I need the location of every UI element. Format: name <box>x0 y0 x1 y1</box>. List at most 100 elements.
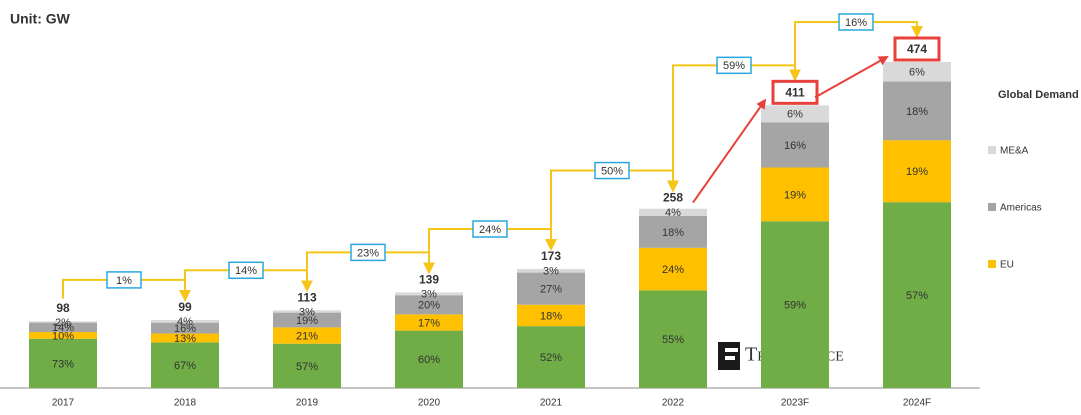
legend-title: Global Demand <box>998 89 1079 101</box>
bar-segment <box>883 202 951 388</box>
segment-label: 14% <box>52 322 74 334</box>
total-label: 474 <box>907 42 927 56</box>
growth-label: 1% <box>116 275 132 287</box>
segment-label: 3% <box>421 289 437 301</box>
legend-label: ME&A <box>1000 146 1029 157</box>
segment-label: 27% <box>540 284 562 296</box>
segment-label: 16% <box>174 323 196 335</box>
growth-box <box>716 56 752 75</box>
segment-label: 24% <box>662 264 684 276</box>
bar-segment <box>761 167 829 222</box>
total-label: 139 <box>419 273 439 287</box>
legend-label: Americas <box>1000 203 1042 214</box>
segment-label: 6% <box>787 109 803 121</box>
segment-label: 60% <box>418 354 440 366</box>
bar-segment <box>395 292 463 296</box>
segment-label: 52% <box>540 352 562 364</box>
bar-segment <box>151 342 219 388</box>
segment-label: 19% <box>906 166 928 178</box>
bar-segment <box>883 62 951 82</box>
growth-box <box>228 261 264 280</box>
bar-segment <box>151 333 219 343</box>
bar-segment <box>761 105 829 123</box>
x-tick-label: 2022 <box>662 398 685 409</box>
legend-label: EU <box>1000 260 1014 271</box>
bar-segment <box>883 140 951 203</box>
segment-label: 2% <box>55 317 71 329</box>
total-label: 258 <box>663 191 683 205</box>
bar-segment <box>517 272 585 305</box>
segment-label: 57% <box>296 361 318 373</box>
bar-segment <box>517 269 585 273</box>
growth-label: 14% <box>235 265 257 277</box>
bar-segment <box>29 338 97 388</box>
segment-label: 4% <box>665 207 681 219</box>
bar-segment <box>761 122 829 168</box>
bar-segment <box>273 310 341 313</box>
bar-segment <box>273 343 341 388</box>
highlight-box <box>771 79 819 105</box>
total-label: 173 <box>541 249 561 263</box>
bar-segment <box>639 208 707 216</box>
segment-label: 21% <box>296 330 318 342</box>
x-tick-label: 2021 <box>540 398 563 409</box>
segment-label: 13% <box>174 333 196 345</box>
segment-label: 55% <box>662 334 684 346</box>
segment-label: 3% <box>299 306 315 318</box>
bar-segment <box>29 321 97 323</box>
growth-box <box>594 161 630 180</box>
growth-box <box>350 243 386 262</box>
highlight-box <box>893 36 941 62</box>
growth-label: 23% <box>357 247 379 259</box>
bar-segment <box>639 215 707 248</box>
x-tick-label: 2018 <box>174 398 197 409</box>
bar-segment <box>29 322 97 333</box>
segment-label: 4% <box>177 316 193 328</box>
bar-segment <box>395 330 463 388</box>
x-tick-label: 2019 <box>296 398 319 409</box>
growth-box <box>472 220 508 238</box>
x-tick-label: 2017 <box>52 398 75 409</box>
unit-label: Unit: GW <box>10 11 71 27</box>
total-label: 99 <box>178 300 192 314</box>
segment-label: 16% <box>784 140 806 152</box>
bar-segment <box>517 304 585 327</box>
growth-label: 50% <box>601 165 623 177</box>
bar-segment <box>395 295 463 315</box>
segment-label: 18% <box>540 310 562 322</box>
bar-segment <box>151 322 219 334</box>
bar-segment <box>883 81 951 141</box>
bar-segment <box>639 247 707 291</box>
segment-label: 59% <box>784 300 806 312</box>
growth-label: 16% <box>845 17 867 29</box>
total-label: 411 <box>785 86 805 100</box>
legend-swatch <box>988 260 996 268</box>
total-label: 98 <box>56 301 70 315</box>
bar-segment <box>273 327 341 344</box>
highlight-arrow <box>692 98 767 204</box>
bar-segment <box>395 314 463 331</box>
bar-segment <box>29 332 97 339</box>
bar-segment <box>517 326 585 388</box>
segment-label: 6% <box>909 67 925 79</box>
segment-label: 20% <box>418 300 440 312</box>
segment-label: 18% <box>906 106 928 118</box>
segment-label: 57% <box>906 290 928 302</box>
growth-label: 59% <box>723 60 745 72</box>
segment-label: 19% <box>296 315 318 327</box>
growth-box <box>838 13 874 31</box>
segment-label: 19% <box>784 189 806 201</box>
segment-label: 3% <box>543 266 559 278</box>
segment-label: 17% <box>418 317 440 329</box>
bar-segment <box>273 312 341 328</box>
x-tick-label: 2020 <box>418 398 441 409</box>
total-label: 113 <box>297 290 317 304</box>
segment-label: 10% <box>52 330 74 342</box>
segment-label: 67% <box>174 360 196 372</box>
logo <box>718 342 740 370</box>
segment-label: 18% <box>662 227 684 239</box>
bar-segment <box>151 319 219 323</box>
x-tick-label: 2024F <box>903 398 931 409</box>
growth-label: 24% <box>479 224 501 236</box>
